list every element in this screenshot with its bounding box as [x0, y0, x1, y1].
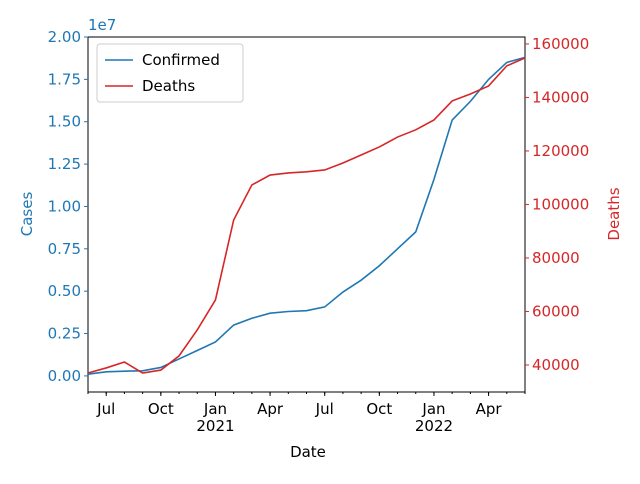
y-axis-label: Cases: [18, 192, 36, 237]
legend-label: Confirmed: [142, 51, 220, 69]
y2-tick-label: 140000: [532, 88, 589, 106]
data-line: [87, 56, 526, 376]
y-tick-label: 1.50: [48, 112, 81, 130]
y2-tick-label: 120000: [532, 141, 589, 159]
legend-label: Deaths: [142, 77, 195, 95]
x-tick-label: Jul: [315, 400, 334, 418]
legend-box: [96, 43, 244, 103]
y-offset-label: 1e7: [88, 16, 116, 34]
y2-tick-label: 160000: [532, 34, 589, 52]
y-tick-label: 0.25: [48, 324, 81, 342]
y2-tick-label: 80000: [532, 248, 580, 266]
x-tick-label: Oct: [148, 400, 174, 418]
data-line: [87, 57, 526, 374]
y-tick-label: 0.50: [48, 282, 81, 300]
y-tick-label: 1.25: [48, 155, 81, 173]
x-axis-label: Date: [290, 443, 326, 461]
y-tick-label: 1.00: [48, 197, 81, 215]
x-tick-label: Jan 2021: [196, 400, 234, 435]
y-tick-label: 0.75: [48, 239, 81, 257]
y2-axis-label: Deaths: [605, 187, 623, 240]
y2-tick-label: 40000: [532, 355, 580, 373]
y-tick-label: 1.75: [48, 70, 81, 88]
y2-tick-label: 100000: [532, 195, 589, 213]
y-tick-label: 2.00: [48, 28, 81, 46]
x-tick-label: Jul: [96, 400, 115, 418]
y2-tick-label: 60000: [532, 302, 580, 320]
x-tick-label: Apr: [476, 400, 503, 418]
x-tick-label: Oct: [366, 400, 392, 418]
x-tick-label: Jan 2022: [415, 400, 453, 435]
x-tick-label: Apr: [257, 400, 284, 418]
y-tick-label: 0.00: [48, 366, 81, 384]
